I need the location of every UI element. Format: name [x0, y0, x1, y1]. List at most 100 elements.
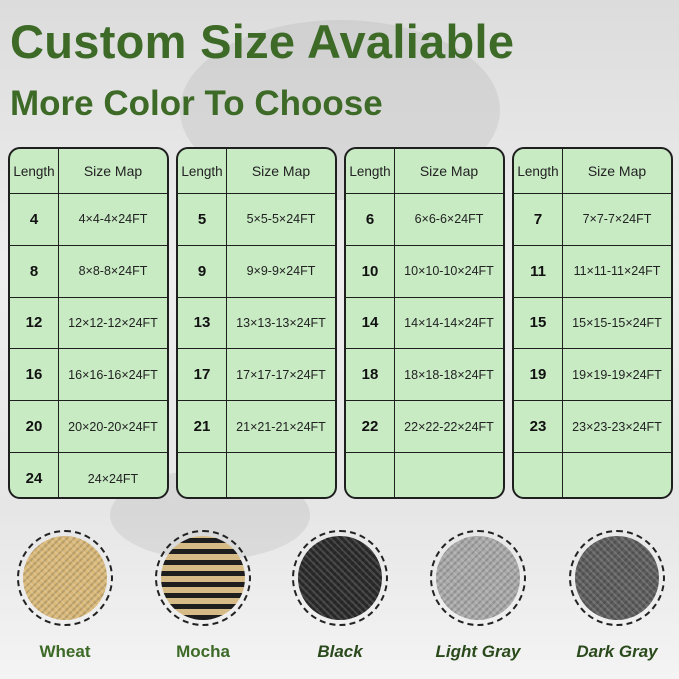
table-row: 19 19×19-19×24FT — [514, 349, 671, 402]
size-cell — [563, 453, 671, 497]
length-cell: 5 — [178, 194, 227, 245]
size-cell — [227, 453, 335, 497]
size-cell: 9×9-9×24FT — [246, 264, 316, 279]
page-subtitle: More Color To Choose — [10, 84, 383, 123]
size-cell: 6×6-6×24FT — [414, 212, 484, 227]
table-row: 22 22×22-22×24FT — [346, 401, 503, 453]
size-cell — [395, 453, 503, 497]
length-cell — [178, 452, 227, 497]
length-cell: 17 — [178, 349, 227, 401]
color-swatch-light-gray — [430, 530, 526, 626]
color-label: Black — [317, 642, 363, 661]
table-row — [178, 452, 335, 497]
table-header: Length Size Map — [346, 149, 503, 194]
size-cell: 21×21-21×24FT — [236, 419, 326, 434]
size-cell: 18×18-18×24FT — [404, 367, 494, 382]
table-row: 11 11×11-11×24FT — [514, 245, 671, 298]
size-cell: 22×22-22×24FT — [404, 419, 494, 434]
table-row: 5 5×5-5×24FT — [178, 194, 335, 246]
length-header: Length — [514, 149, 563, 193]
table-row: 10 10×10-10×24FT — [346, 245, 503, 298]
table-header: Length Size Map — [514, 149, 671, 194]
length-cell: 18 — [346, 349, 395, 401]
size-cell: 8×8-8×24FT — [78, 264, 148, 279]
size-table: Length Size Map 7 7×7-7×24FT 11 11×11-11×24FT… — [512, 147, 673, 499]
table-row: 17 17×17-17×24FT — [178, 349, 335, 402]
size-map-header: Size Map — [419, 163, 479, 179]
color-swatch-mocha — [155, 530, 251, 626]
color-label: Light Gray — [435, 642, 521, 661]
length-cell: 14 — [346, 297, 395, 349]
length-cell: 11 — [514, 245, 563, 297]
color-label: Dark Gray — [576, 642, 658, 661]
length-cell: 24 — [10, 452, 59, 497]
size-cell: 19×19-19×24FT — [572, 367, 662, 382]
mesh-texture — [23, 536, 107, 620]
table-row: 20 20×20-20×24FT — [10, 401, 167, 453]
table-row: 13 13×13-13×24FT — [178, 297, 335, 350]
length-cell: 15 — [514, 297, 563, 349]
page-title: Custom Size Avaliable — [10, 15, 515, 68]
table-row: 23 23×23-23×24FT — [514, 401, 671, 453]
size-map-header: Size Map — [587, 163, 647, 179]
size-cell: 12×12-12×24FT — [68, 315, 158, 330]
size-map-header: Size Map — [83, 163, 143, 179]
length-cell: 8 — [10, 245, 59, 297]
length-cell: 19 — [514, 349, 563, 401]
color-label: Mocha — [176, 642, 230, 661]
size-cell: 7×7-7×24FT — [582, 212, 652, 227]
length-header: Length — [10, 149, 59, 193]
size-cell: 23×23-23×24FT — [572, 419, 662, 434]
size-cell: 13×13-13×24FT — [236, 315, 326, 330]
length-cell: 4 — [10, 194, 59, 245]
size-cell: 11×11-11×24FT — [573, 264, 661, 279]
length-cell: 13 — [178, 297, 227, 349]
size-table: Length Size Map 6 6×6-6×24FT 10 10×10-10×24FT… — [344, 147, 505, 499]
table-header: Length Size Map — [178, 149, 335, 194]
mesh-texture — [161, 536, 245, 620]
color-swatch-dark-gray — [569, 530, 665, 626]
length-cell: 23 — [514, 401, 563, 452]
length-cell — [346, 452, 395, 497]
length-cell: 12 — [10, 297, 59, 349]
size-cell: 16×16-16×24FT — [68, 367, 158, 382]
size-cell: 24×24FT — [87, 471, 139, 486]
table-row — [346, 452, 503, 497]
table-row: 12 12×12-12×24FT — [10, 297, 167, 350]
length-cell: 22 — [346, 401, 395, 452]
length-cell: 6 — [346, 194, 395, 245]
table-row: 4 4×4-4×24FT — [10, 194, 167, 246]
size-cell: 4×4-4×24FT — [78, 212, 148, 227]
table-header: Length Size Map — [10, 149, 167, 194]
table-row: 9 9×9-9×24FT — [178, 245, 335, 298]
length-cell — [514, 452, 563, 497]
size-cell: 5×5-5×24FT — [246, 212, 316, 227]
mesh-texture — [575, 536, 659, 620]
size-cell: 14×14-14×24FT — [404, 315, 494, 330]
table-row: 7 7×7-7×24FT — [514, 194, 671, 246]
table-row: 6 6×6-6×24FT — [346, 194, 503, 246]
table-row: 16 16×16-16×24FT — [10, 349, 167, 402]
size-cell: 15×15-15×24FT — [572, 315, 662, 330]
color-label: Wheat — [39, 642, 91, 661]
size-cell: 17×17-17×24FT — [236, 367, 326, 382]
table-row: 14 14×14-14×24FT — [346, 297, 503, 350]
length-cell: 9 — [178, 245, 227, 297]
size-table: Length Size Map 4 4×4-4×24FT 8 8×8-8×24FT 12 12… — [8, 147, 169, 499]
mesh-texture — [436, 536, 520, 620]
length-header: Length — [178, 149, 227, 193]
color-swatch-black — [292, 530, 388, 626]
size-cell: 10×10-10×24FT — [404, 264, 494, 279]
size-map-header: Size Map — [251, 163, 311, 179]
length-cell: 7 — [514, 194, 563, 245]
table-row: 21 21×21-21×24FT — [178, 401, 335, 453]
table-row: 24 24×24FT — [10, 452, 167, 497]
table-row: 8 8×8-8×24FT — [10, 245, 167, 298]
length-cell: 10 — [346, 245, 395, 297]
table-row: 15 15×15-15×24FT — [514, 297, 671, 350]
table-row: 18 18×18-18×24FT — [346, 349, 503, 402]
length-cell: 16 — [10, 349, 59, 401]
size-cell: 20×20-20×24FT — [68, 419, 158, 434]
length-header: Length — [346, 149, 395, 193]
length-cell: 20 — [10, 401, 59, 452]
